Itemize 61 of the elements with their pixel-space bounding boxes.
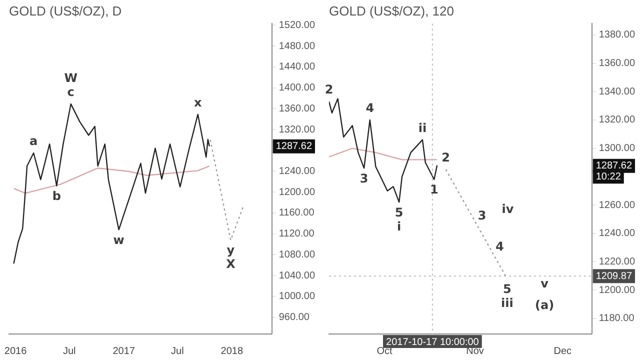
y-tick-label: 1200.00 (598, 284, 636, 296)
annotation: 1287.62 (596, 160, 632, 172)
y-tick-label: 1360.00 (278, 103, 316, 114)
y-tick-label: 1240.00 (278, 166, 316, 177)
y-tick-label: 1480.00 (278, 40, 316, 52)
annotation: iv (502, 202, 514, 216)
y-tick-label: 1440.00 (278, 62, 316, 73)
annotation: 4 (366, 101, 374, 116)
y-tick-label: 1000.00 (278, 291, 316, 302)
x-tick-label: 2017 (112, 346, 136, 357)
y-tick-label: 1520.00 (278, 20, 316, 31)
annotation: 1 (430, 182, 438, 197)
x-tick-label: Oct (376, 346, 392, 357)
y-tick-label: 960.00 (278, 312, 310, 324)
annotation: b (52, 188, 62, 203)
y-tick-label: 1400.00 (278, 82, 316, 94)
ref-line-label: 1209.87 (596, 270, 632, 282)
y-tick-label: 1240.00 (598, 228, 636, 240)
chart-title: GOLD (US$/OZ), D (9, 3, 122, 18)
y-tick-label: 1160.00 (278, 208, 315, 219)
y-tick-label: 1380.00 (598, 30, 636, 41)
annotation: 1287.62 (276, 141, 312, 152)
annotation: 4 (495, 240, 504, 254)
y-tick-label: 1080.00 (278, 249, 316, 260)
annotation: ii (418, 120, 427, 135)
chart-title: GOLD (US$/OZ), 120 (329, 3, 454, 18)
y-tick-label: 1360.00 (598, 58, 636, 70)
annotation: 3 (478, 208, 486, 222)
y-tick-label: 1340.00 (598, 86, 636, 98)
annotation: w (113, 232, 124, 247)
annotation: iii (500, 296, 514, 310)
x-tick-label: 2018 (220, 346, 244, 357)
annotation: 5 (502, 282, 512, 296)
y-tick-label: 1180.00 (598, 313, 635, 324)
annotation: X (226, 257, 236, 272)
annotation: a (30, 134, 38, 148)
y-tick-label: 1040.00 (278, 270, 316, 282)
y-tick-label: 1260.00 (598, 200, 636, 211)
annotation: 2 (442, 150, 450, 165)
y-tick-label: 1220.00 (598, 256, 636, 268)
y-tick-label: 1320.00 (598, 114, 636, 126)
x-tick-label: Dec (554, 346, 572, 357)
annotation: 5 (394, 205, 404, 220)
annotation: 3 (360, 171, 368, 186)
x-tick-label: Jul (171, 346, 184, 357)
annotation: x (194, 95, 202, 110)
annotation: c (67, 85, 74, 100)
y-tick-label: 1200.00 (278, 186, 316, 198)
x-tick-label: 2016 (4, 346, 28, 357)
annotation: 2 (324, 82, 334, 97)
ref-line-label: 2017-10-17 10:00:00 (386, 336, 480, 348)
annotation: y (226, 243, 235, 258)
y-tick-label: 1320.00 (278, 124, 316, 136)
annotation: 10:22 (596, 171, 622, 182)
y-tick-label: 1120.00 (278, 228, 315, 240)
annotation: i (397, 219, 402, 234)
annotation: (a) (535, 298, 554, 312)
annotation: v (540, 276, 549, 290)
annotation: W (64, 71, 78, 86)
x-tick-label: Jul (62, 346, 76, 357)
y-tick-label: 1300.00 (598, 143, 636, 154)
